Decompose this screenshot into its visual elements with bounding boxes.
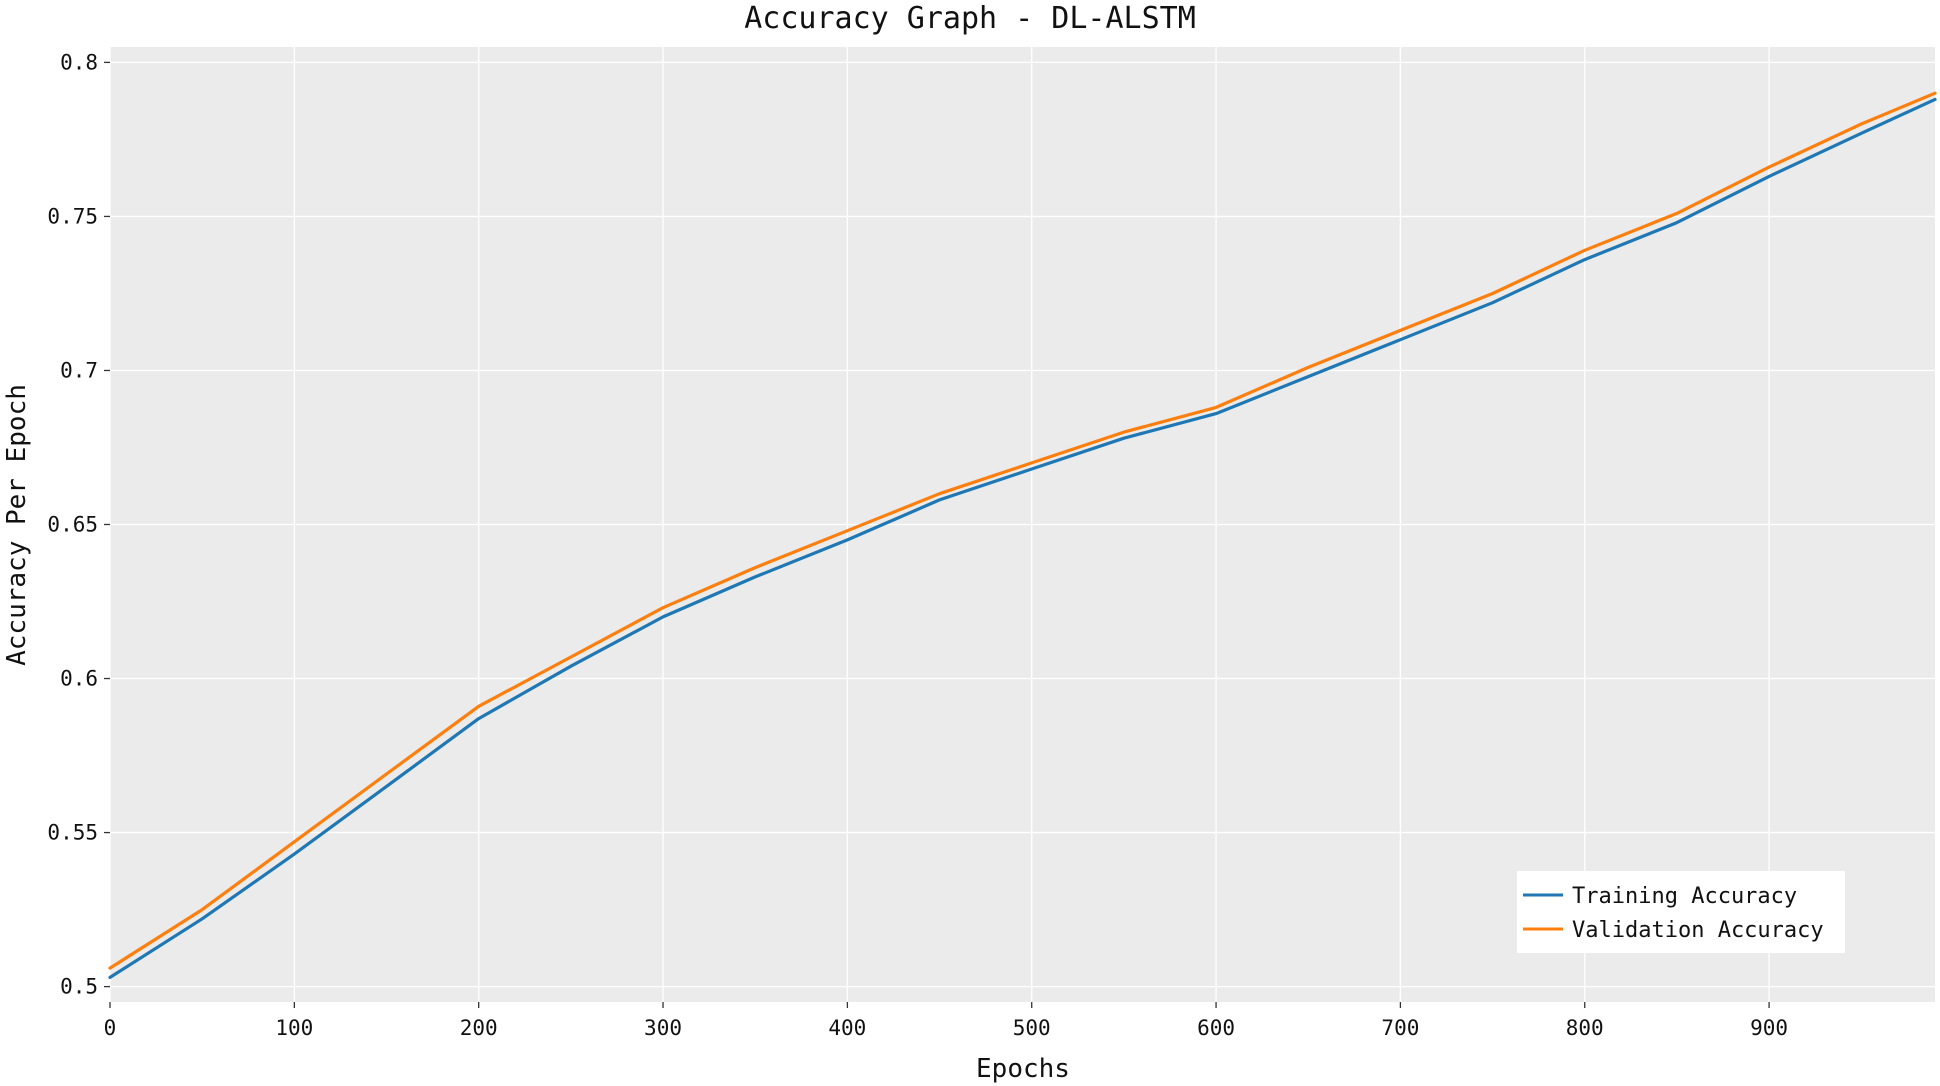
grid-lines [109, 47, 1935, 1002]
y-tick-label: 0.5 [60, 975, 98, 999]
x-tick-label: 900 [1750, 1016, 1788, 1040]
legend-box [1517, 871, 1845, 953]
validation-accuracy-line [108, 91, 1937, 970]
x-tick-label: 600 [1197, 1016, 1235, 1040]
x-axis-label: Epochs [976, 1054, 1070, 1084]
y-tick-label: 0.75 [47, 204, 98, 228]
y-axis-ticks: 0.5 0.55 0.6 0.65 0.7 0.75 0.8 [47, 50, 110, 999]
legend: Training Accuracy Validation Accuracy [1517, 871, 1845, 953]
x-tick-label: 800 [1566, 1016, 1604, 1040]
x-tick-label: 700 [1381, 1016, 1419, 1040]
y-axis-label: Accuracy Per Epoch [2, 384, 32, 666]
x-axis-ticks: 0 100 200 300 400 500 600 700 800 900 [104, 1002, 1788, 1040]
y-tick-label: 0.7 [60, 358, 98, 382]
y-tick-label: 0.55 [47, 821, 98, 845]
series-lines [108, 91, 1937, 980]
x-tick-label: 300 [644, 1016, 682, 1040]
x-tick-label: 500 [1013, 1016, 1051, 1040]
chart-title: Accuracy Graph - DL-ALSTM [744, 1, 1196, 36]
x-tick-label: 200 [460, 1016, 498, 1040]
y-tick-label: 0.6 [60, 667, 98, 691]
training-accuracy-line [108, 97, 1937, 980]
x-tick-label: 100 [275, 1016, 313, 1040]
legend-label-validation: Validation Accuracy [1572, 918, 1824, 943]
x-tick-label: 0 [104, 1016, 117, 1040]
legend-label-training: Training Accuracy [1572, 884, 1797, 909]
x-tick-label: 400 [828, 1016, 866, 1040]
y-tick-label: 0.65 [47, 513, 98, 537]
y-tick-label: 0.8 [60, 50, 98, 74]
